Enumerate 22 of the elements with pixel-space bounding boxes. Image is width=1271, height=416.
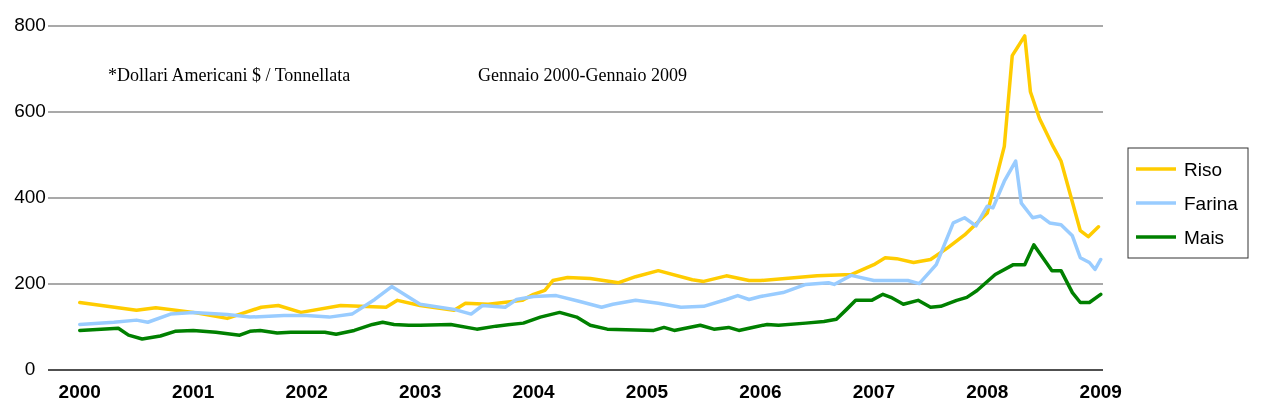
x-tick-label: 2004 (512, 381, 556, 402)
x-tick-label: 2008 (966, 381, 1009, 402)
x-tick-label: 2009 (1079, 381, 1122, 402)
annotation: *Dollari Americani $ / Tonnellata (108, 65, 351, 85)
x-tick-label: 2006 (739, 381, 782, 402)
x-tick-label: 2001 (172, 381, 215, 402)
line-series (78, 159, 1103, 327)
x-tick-label: 2003 (398, 381, 442, 402)
legend-label: Farina (1184, 192, 1239, 214)
y-tick-label: 400 (14, 185, 46, 207)
legend-label: Mais (1184, 226, 1225, 248)
legend-label: Riso (1184, 158, 1223, 180)
x-tick-label: 2005 (625, 381, 669, 402)
x-tick-label: 2007 (852, 381, 895, 402)
y-tick-label: 200 (14, 271, 46, 293)
y-tick-label: 800 (14, 13, 46, 35)
line-series (78, 243, 1103, 341)
x-tick-label: 2002 (285, 381, 328, 402)
y-tick-label: 600 (14, 99, 46, 121)
x-tick-label: 2000 (58, 381, 101, 402)
annotation: Gennaio 2000-Gennaio 2009 (478, 65, 687, 85)
y-tick-label: 0 (24, 357, 36, 379)
